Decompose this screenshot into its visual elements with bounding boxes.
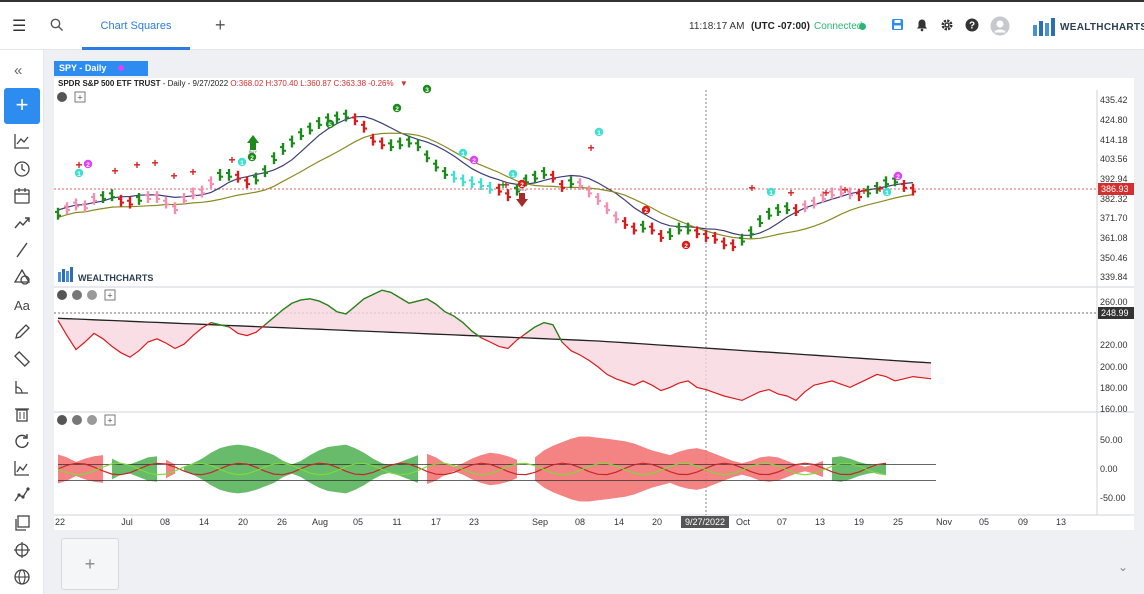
timezone-selector[interactable]: (UTC -07:00) xyxy=(751,21,810,32)
top-bar: ☰ Chart Squares + 11:18:17 AM (UTC -07:0… xyxy=(0,0,1144,50)
wealthcharts-logo-icon xyxy=(1033,18,1055,36)
down-arrow-icon: ▼ xyxy=(399,79,408,88)
hamburger-menu-icon[interactable]: ☰ xyxy=(12,18,27,35)
calendar-icon[interactable] xyxy=(13,187,31,205)
add-chart-button[interactable]: + xyxy=(4,88,40,124)
chart-type-icon[interactable] xyxy=(13,132,31,150)
add-tab-button[interactable]: + xyxy=(215,15,226,35)
angle-icon[interactable] xyxy=(13,378,31,396)
add-chart-panel-button[interactable]: + xyxy=(61,538,119,590)
expand-down-icon[interactable]: ⌄ xyxy=(1118,560,1129,574)
connection-dot xyxy=(859,23,866,30)
chart-color-dot xyxy=(118,65,125,71)
chart-tab-label: SPY - Daily xyxy=(59,63,107,73)
ohlc-values: O:368.02 H:370.40 L:360.87 C:363.38 -0.2… xyxy=(230,79,394,88)
trend-icon[interactable] xyxy=(13,214,31,232)
save-icon[interactable] xyxy=(891,18,904,31)
crosshair-icon[interactable] xyxy=(13,541,31,559)
clock-icon[interactable] xyxy=(13,160,31,178)
connection-status: Connected xyxy=(814,21,863,32)
refresh-icon[interactable] xyxy=(13,432,31,450)
text-tool-icon[interactable]: Aa xyxy=(13,296,31,314)
alerts-bell-icon[interactable] xyxy=(915,18,929,32)
search-icon[interactable] xyxy=(50,18,64,32)
symbol-name: SPDR S&P 500 ETF TRUST xyxy=(58,79,161,88)
tab-chart-squares[interactable]: Chart Squares xyxy=(82,2,190,50)
collapse-sidebar-icon[interactable]: « xyxy=(14,62,23,79)
scatter-tool-icon[interactable] xyxy=(13,486,31,504)
settings-gear-icon[interactable] xyxy=(940,18,954,32)
svg-text:Aa: Aa xyxy=(14,298,31,313)
indicators-icon[interactable] xyxy=(13,459,31,477)
brand-name: WEALTHCHARTS xyxy=(1060,22,1144,33)
bottom-bar xyxy=(44,534,1144,594)
copy-icon[interactable] xyxy=(13,514,31,532)
line-tool-icon[interactable] xyxy=(13,241,31,259)
trash-icon[interactable] xyxy=(13,405,31,423)
interval-date: - Daily - 9/27/2022 xyxy=(160,79,231,88)
help-icon[interactable]: ? xyxy=(965,18,979,32)
clock-display: 11:18:17 AM xyxy=(689,21,745,32)
globe-icon[interactable] xyxy=(13,568,31,586)
left-toolbar: « + Aa xyxy=(0,50,44,594)
pencil-icon[interactable] xyxy=(13,323,31,341)
ruler-icon[interactable] xyxy=(13,350,31,368)
user-avatar-icon[interactable] xyxy=(990,16,1010,36)
chart-panel[interactable] xyxy=(54,78,1134,530)
shapes-icon[interactable] xyxy=(13,268,31,286)
chart-info-line: SPDR S&P 500 ETF TRUST - Daily - 9/27/20… xyxy=(58,79,408,88)
chart-symbol-tab[interactable]: SPY - Daily xyxy=(54,61,148,76)
svg-text:?: ? xyxy=(969,21,975,32)
